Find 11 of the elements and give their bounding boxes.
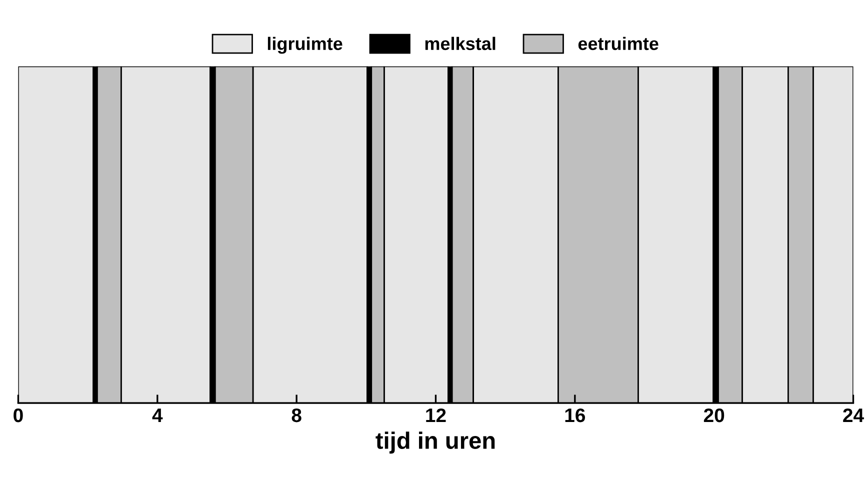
x-tick-label: 8 [292, 408, 302, 422]
x-tick-label: 12 [426, 408, 446, 422]
x-tick-label: 4 [152, 408, 163, 422]
x-tick-label: 24 [843, 408, 864, 422]
x-tick-label: 20 [704, 408, 724, 422]
legend-label: ligruimte [268, 36, 342, 54]
x-tick-label: 16 [565, 408, 586, 422]
x-axis-title: tijd in uren [376, 432, 495, 454]
legend-label: melkstal [425, 36, 496, 50]
x-tick-label: 0 [14, 408, 23, 422]
legend-label: eetruimte [578, 36, 658, 50]
